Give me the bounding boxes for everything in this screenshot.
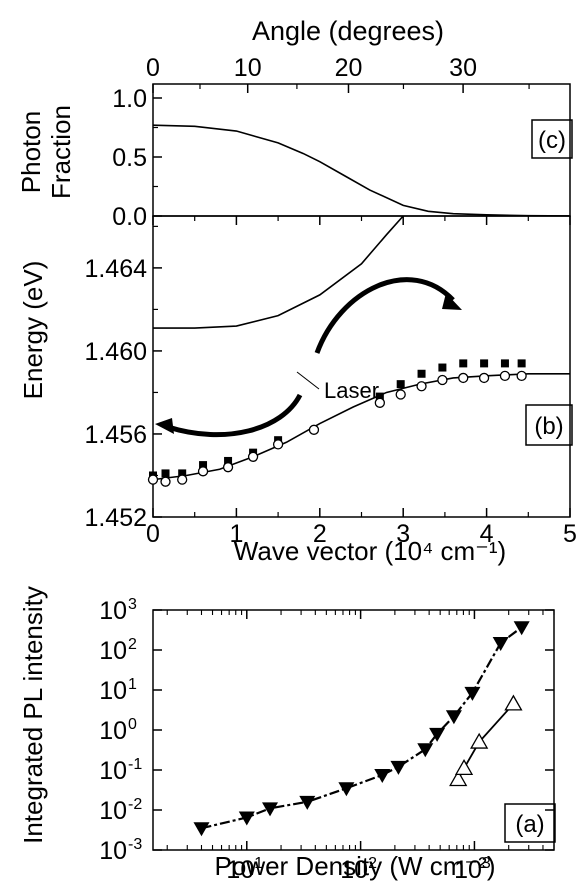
y-axis-label-energy: Energy (eV) xyxy=(18,261,48,400)
x-axis-tick-label: 2 xyxy=(313,520,327,548)
plot-frame xyxy=(152,609,555,851)
data-point-filled-square xyxy=(438,363,447,372)
y-axis-tick-label: 1.452 xyxy=(84,504,147,532)
top-axis-tick-label: 30 xyxy=(449,54,477,82)
data-point-filled-square xyxy=(375,392,384,401)
data-point-filled-square xyxy=(459,359,468,368)
data-point-filled-square xyxy=(417,369,426,378)
y-axis-tick-label: 0.5 xyxy=(112,144,147,172)
data-point-filled-down-triangle xyxy=(193,822,210,837)
panel-label-c-text: (c) xyxy=(538,127,566,154)
lower-arrow xyxy=(167,393,303,438)
data-point-filled-down-triangle xyxy=(464,686,481,701)
upper-arrow xyxy=(314,277,455,354)
y-axis-label-fraction: Fraction xyxy=(46,105,76,199)
y-axis-tick-label: 1.456 xyxy=(84,421,147,449)
data-point-open-circle xyxy=(160,476,171,487)
x-axis-tick-label: 1 xyxy=(229,520,243,548)
data-point-filled-down-triangle xyxy=(513,621,530,636)
data-point-filled-down-triangle xyxy=(338,782,355,797)
series-photon-fraction-line xyxy=(152,124,571,217)
x-axis-tick-label: 102 xyxy=(340,855,377,884)
data-point-open-circle xyxy=(147,474,159,485)
series-upper-polariton-line xyxy=(153,216,404,329)
panel-label-a-text: (a) xyxy=(515,811,544,838)
data-point-filled-down-triangle xyxy=(417,743,434,758)
y-axis-label-photon: Photon xyxy=(16,111,46,193)
data-point-open-circle xyxy=(272,439,284,450)
panel-label-a: (a) xyxy=(504,803,556,843)
panel-a-pl-intensity: Power Density (W cm⁻²) Integrated PL int… xyxy=(18,586,556,884)
data-point-open-up-triangle xyxy=(504,694,523,711)
data-point-filled-down-triangle xyxy=(429,727,446,742)
y-axis-tick-label: 10-2 xyxy=(99,796,142,825)
panel-label-b-text: (b) xyxy=(534,413,563,440)
x-axis-tick-label: 103 xyxy=(454,855,491,884)
data-point-open-circle xyxy=(374,397,385,408)
x-axis-label-power-density: Power Density (W cm⁻²) xyxy=(215,851,496,881)
data-point-filled-down-triangle xyxy=(374,768,391,783)
data-point-filled-square xyxy=(500,359,509,368)
top-axis-label-angle: Angle (degrees) xyxy=(252,16,444,46)
top-axis-tick-label: 10 xyxy=(234,54,262,82)
upper-arrowhead xyxy=(442,293,462,310)
y-axis-tick-label: 1.0 xyxy=(112,85,147,113)
y-axis-tick-label: 102 xyxy=(99,636,137,665)
series-filled-triangle-line xyxy=(201,626,523,830)
annotation-laser-pointer xyxy=(296,371,320,390)
data-point-filled-square xyxy=(517,359,526,368)
data-point-filled-down-triangle xyxy=(238,811,255,826)
data-point-open-circle xyxy=(395,389,406,400)
y-axis-tick-label: 10-1 xyxy=(99,756,142,785)
data-point-open-circle xyxy=(177,474,188,485)
data-point-filled-square xyxy=(396,380,405,389)
lower-arrowhead xyxy=(155,418,174,434)
data-point-open-circle xyxy=(197,466,209,477)
top-axis-tick-label: 0 xyxy=(146,54,160,82)
data-point-open-up-triangle xyxy=(470,732,489,749)
data-point-open-circle xyxy=(308,424,320,435)
data-point-filled-square xyxy=(161,469,170,478)
data-point-open-circle xyxy=(416,381,427,392)
data-point-filled-square xyxy=(199,461,208,470)
panel-c-photon-fraction: Angle (degrees) Photon Fraction (c) 0 10 2… xyxy=(16,16,573,231)
plot-frame xyxy=(152,83,571,217)
data-point-filled-down-triangle xyxy=(299,795,316,810)
data-point-filled-square xyxy=(178,469,187,478)
data-point-open-up-triangle xyxy=(454,759,474,775)
data-point-filled-down-triangle xyxy=(390,760,407,775)
y-axis-tick-label: 100 xyxy=(99,716,137,745)
x-axis-tick-label: 5 xyxy=(563,520,577,548)
y-axis-label-pl-intensity: Integrated PL intensity xyxy=(18,586,48,844)
y-axis-tick-label: 103 xyxy=(99,596,137,625)
data-point-filled-down-triangle xyxy=(262,802,279,817)
data-point-open-circle xyxy=(247,451,259,462)
data-point-filled-square xyxy=(224,456,233,465)
x-axis-label-wave-vector: Wave vector (10⁴ cm⁻¹) xyxy=(234,536,506,566)
data-point-filled-down-triangle xyxy=(445,710,462,725)
data-point-open-circle xyxy=(499,370,511,381)
y-axis-tick-label: 101 xyxy=(99,676,137,705)
y-axis-tick-label: 10-3 xyxy=(99,836,142,865)
data-point-filled-down-triangle xyxy=(492,636,509,651)
data-point-open-circle xyxy=(516,370,527,381)
x-axis-tick-label: 101 xyxy=(226,855,263,884)
x-axis-tick-label: 3 xyxy=(396,520,410,548)
data-point-open-circle xyxy=(478,372,490,384)
data-point-open-circle xyxy=(222,462,234,473)
y-axis-tick-label: 0.0 xyxy=(112,203,147,231)
data-point-filled-square xyxy=(480,359,489,368)
data-point-open-circle xyxy=(437,374,448,386)
panel-label-c: (c) xyxy=(531,119,573,159)
panel-b-energy-dispersion: Wave vector (10⁴ cm⁻¹) Energy (eV) (b) L… xyxy=(18,215,577,566)
data-point-open-circle xyxy=(458,372,469,384)
panel-label-b: (b) xyxy=(525,404,573,446)
y-axis-tick-label: 1.464 xyxy=(84,255,147,283)
y-axis-tick-label: 1.460 xyxy=(84,338,147,366)
x-axis-tick-label: 0 xyxy=(146,520,160,548)
x-axis-tick-label: 4 xyxy=(480,520,494,548)
data-point-open-up-triangle xyxy=(449,770,468,787)
top-axis-tick-label: 20 xyxy=(335,54,363,82)
